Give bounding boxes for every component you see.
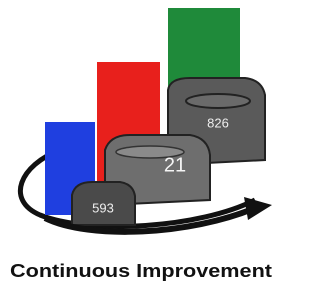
block-back-top xyxy=(186,94,250,108)
logo: 593 21 826 Continuous Improvement xyxy=(0,0,279,288)
swoosh-arrow xyxy=(244,197,272,220)
block-label: 593 xyxy=(92,200,114,215)
block-label: 21 xyxy=(164,154,186,176)
block-label: 826 xyxy=(207,115,229,130)
tagline: Continuous Improvement xyxy=(10,261,272,281)
